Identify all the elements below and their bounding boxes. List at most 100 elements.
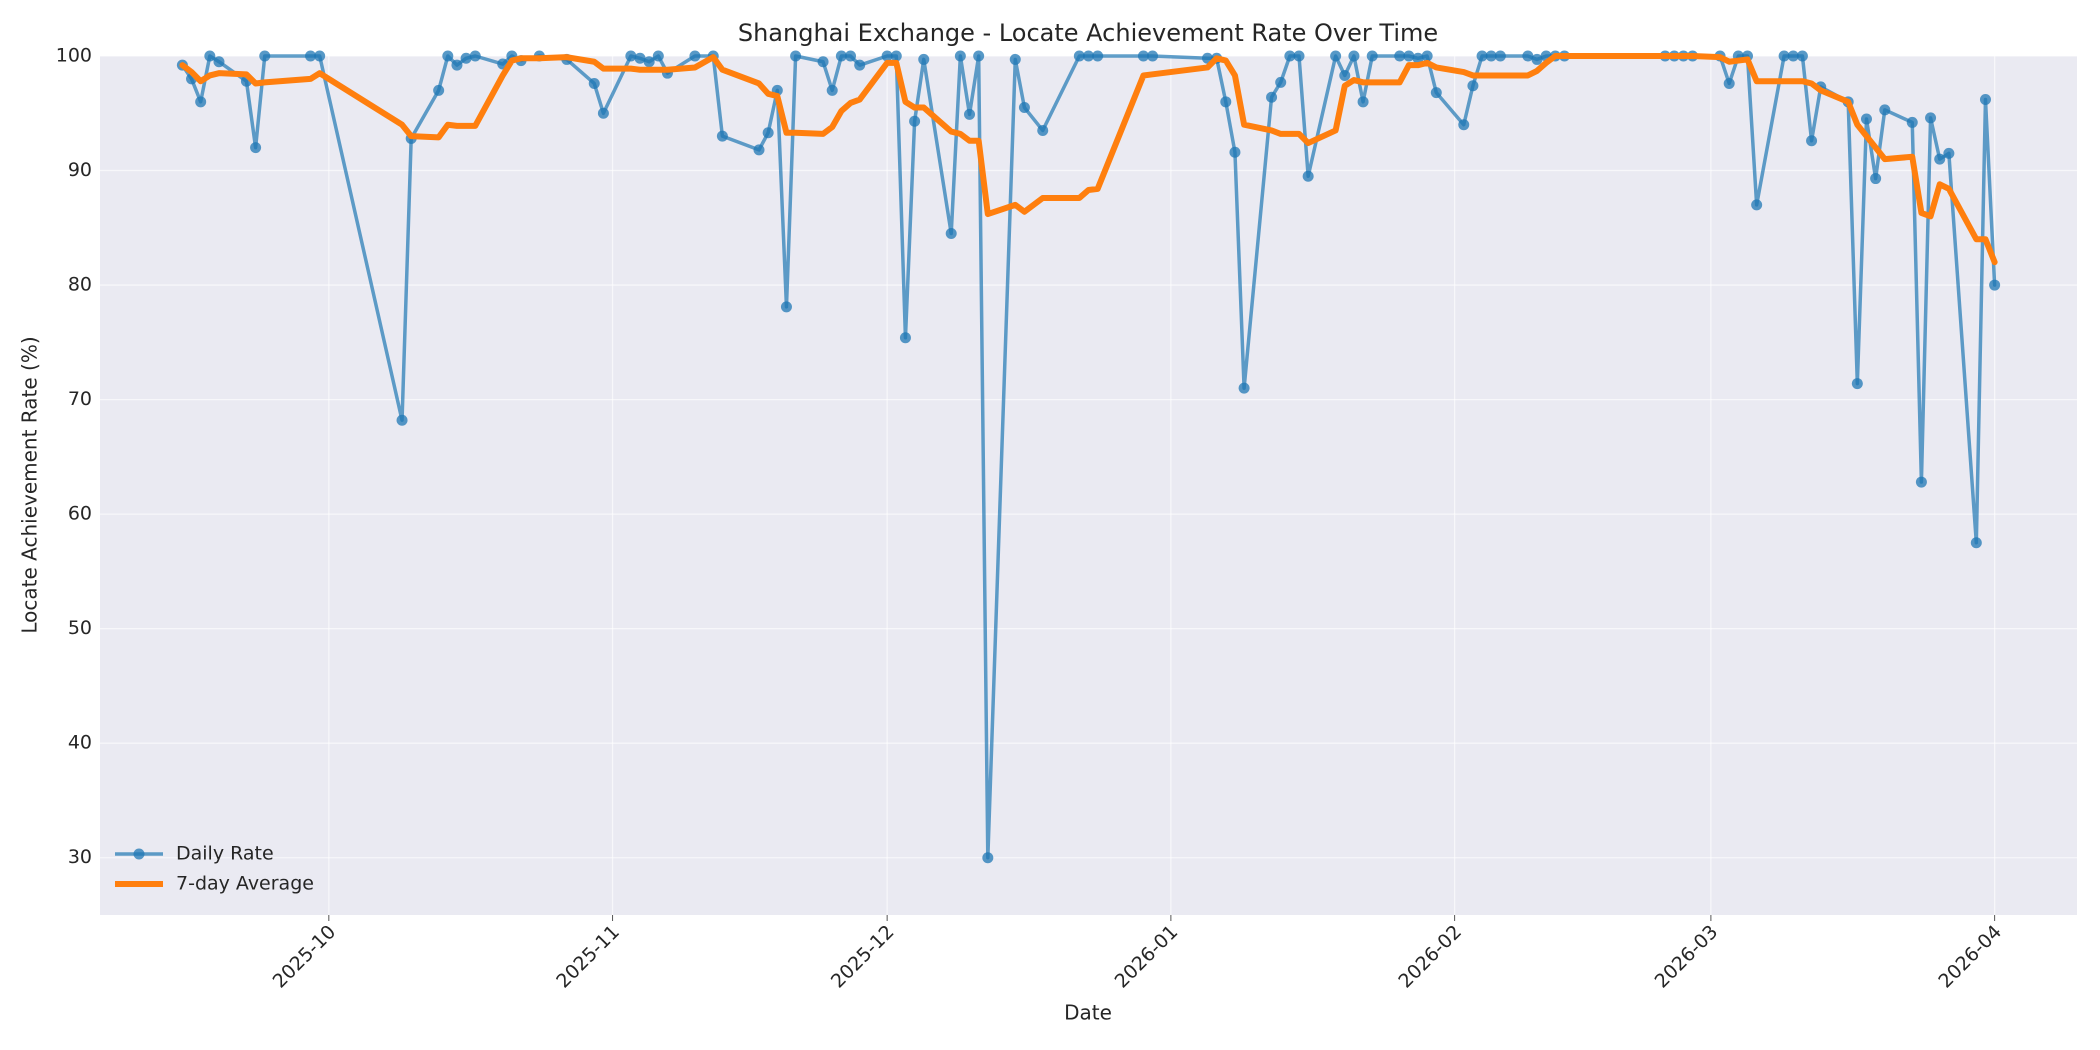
data-point <box>1925 112 1937 124</box>
series-line <box>179 53 1998 266</box>
data-point <box>1330 50 1342 62</box>
data-point <box>1787 50 1799 62</box>
legend-label: Daily Rate <box>176 843 274 865</box>
data-point <box>597 107 609 119</box>
data-point <box>1970 537 1982 549</box>
data-point <box>909 115 921 127</box>
data-point <box>460 52 472 64</box>
data-point <box>1989 279 2001 291</box>
data-point <box>195 96 207 108</box>
data-point <box>964 108 976 120</box>
y-tick-label: 40 <box>68 732 92 754</box>
data-point <box>689 50 701 62</box>
data-point <box>1092 50 1104 62</box>
marks <box>176 50 2001 864</box>
x-tick-label: 2026-04 <box>1934 921 2006 993</box>
data-point <box>1357 96 1369 108</box>
data-point <box>1485 50 1497 62</box>
data-point <box>1851 378 1863 390</box>
data-point <box>1009 53 1021 65</box>
data-point <box>1266 91 1278 103</box>
data-point <box>250 142 262 154</box>
y-tick-label: 50 <box>68 617 92 639</box>
x-tick-label: 2026-03 <box>1651 921 1723 993</box>
data-point <box>1403 50 1415 62</box>
x-tick-label: 2025-12 <box>827 921 899 993</box>
data-point <box>259 50 271 62</box>
y-tick-label: 90 <box>68 159 92 181</box>
data-point <box>1934 153 1946 165</box>
data-point <box>1220 96 1232 108</box>
data-point <box>1284 50 1296 62</box>
data-point <box>204 50 216 62</box>
data-point <box>1073 50 1085 62</box>
data-point <box>451 59 463 71</box>
data-point <box>1137 50 1149 62</box>
data-point <box>1806 135 1818 147</box>
data-point <box>826 84 838 96</box>
data-point <box>1293 50 1305 62</box>
data-point <box>1467 80 1479 92</box>
data-point <box>625 50 637 62</box>
data-point <box>213 56 225 68</box>
data-point <box>1723 77 1735 89</box>
y-tick-label: 100 <box>56 45 92 67</box>
x-axis-title: Date <box>1064 1001 1112 1025</box>
y-tick-label: 30 <box>68 846 92 868</box>
data-point <box>1348 50 1360 62</box>
data-point <box>881 50 893 62</box>
data-point <box>1394 50 1406 62</box>
data-point <box>790 50 802 62</box>
legend-label: 7-day Average <box>176 873 314 895</box>
data-point <box>716 130 728 142</box>
data-point <box>469 50 481 62</box>
data-point <box>1421 50 1433 62</box>
y-tick-label: 80 <box>68 274 92 296</box>
data-point <box>1229 146 1241 158</box>
data-point <box>314 50 326 62</box>
data-point <box>835 50 847 62</box>
plot-area <box>100 56 2077 915</box>
grid <box>100 55 2077 915</box>
data-point <box>1476 50 1488 62</box>
x-tick-label: 2025-11 <box>552 921 624 993</box>
data-point <box>1412 52 1424 64</box>
data-point <box>780 301 792 313</box>
data-point <box>396 414 408 426</box>
data-point <box>1870 173 1882 185</box>
data-point <box>982 852 994 864</box>
data-point <box>1796 50 1808 62</box>
data-point <box>643 56 655 68</box>
data-point <box>1906 116 1918 128</box>
data-point <box>1037 124 1049 136</box>
chart-title: Shanghai Exchange - Locate Achievement R… <box>738 19 1438 47</box>
data-point <box>1531 53 1543 65</box>
data-point <box>1522 50 1534 62</box>
legend: Daily Rate 7-day Average <box>115 843 314 895</box>
x-tick-label: 2026-02 <box>1394 921 1466 993</box>
data-point <box>762 127 774 139</box>
data-point <box>1302 170 1314 182</box>
data-point <box>433 84 445 96</box>
y-tick-label: 60 <box>68 503 92 525</box>
data-point <box>973 50 985 62</box>
data-point <box>1751 199 1763 211</box>
data-point <box>1339 69 1351 81</box>
data-point <box>1430 87 1442 99</box>
data-point <box>753 144 765 156</box>
data-point <box>845 50 857 62</box>
y-axis-title: Locate Achievement Rate (%) <box>18 336 42 633</box>
data-point <box>1238 382 1250 394</box>
data-point <box>634 52 646 64</box>
data-point <box>442 50 454 62</box>
data-point <box>854 59 866 71</box>
data-point <box>890 50 902 62</box>
data-point <box>954 50 966 62</box>
data-point <box>1083 50 1094 62</box>
data-point <box>918 53 930 65</box>
data-point <box>1275 76 1287 88</box>
data-point <box>588 77 600 89</box>
data-point <box>899 332 911 344</box>
x-tick-label: 2025-10 <box>269 921 341 993</box>
